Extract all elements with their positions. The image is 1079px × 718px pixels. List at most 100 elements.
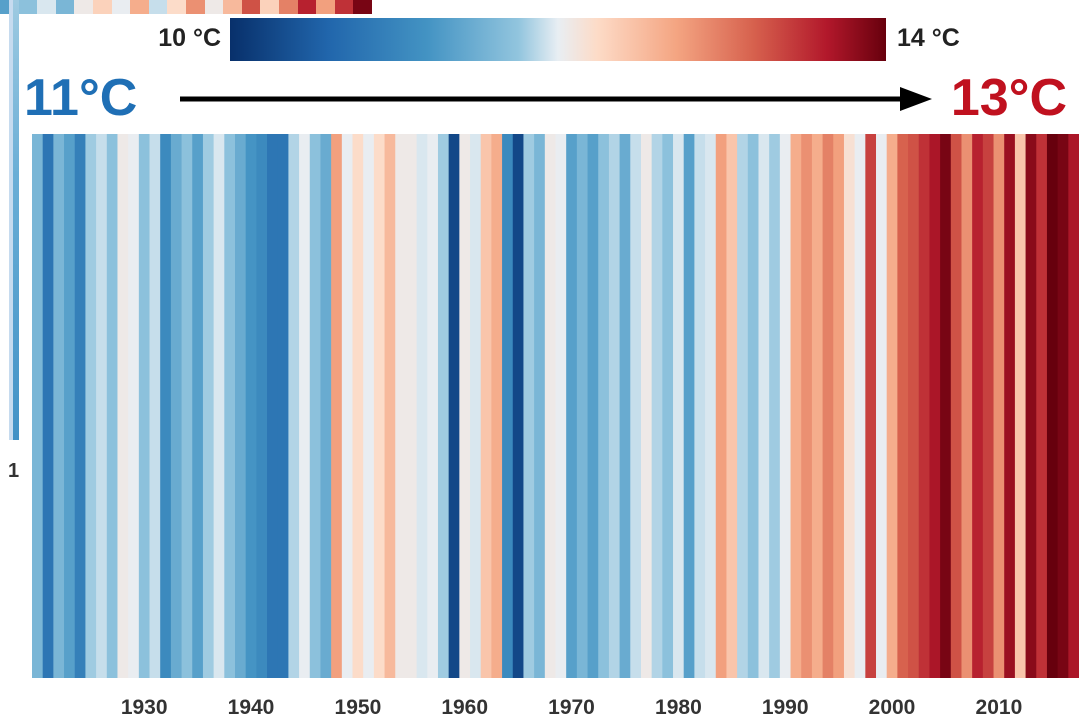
colorbar — [230, 18, 886, 61]
stripe-1943 — [277, 134, 289, 678]
stripe-1946 — [309, 134, 322, 678]
stripe-1937 — [213, 134, 225, 678]
stripe-1920 — [32, 134, 44, 678]
stripe-1971 — [576, 134, 589, 678]
stripe-2006 — [950, 134, 963, 678]
stripe-1998 — [865, 134, 877, 678]
x-tick-label: 1970 — [548, 696, 595, 718]
stripe-1940 — [245, 134, 257, 678]
stripe-1957 — [427, 134, 439, 678]
stripe-1927 — [106, 134, 119, 678]
stripe-1961 — [470, 134, 482, 678]
x-tick-label: 1930 — [121, 696, 168, 718]
stripe-1991 — [790, 134, 802, 678]
stripe-1976 — [630, 134, 642, 678]
stripe-1982 — [694, 134, 706, 678]
stripe-1939 — [234, 134, 247, 678]
x-tick-label: 1940 — [228, 696, 275, 718]
stripe-2008 — [972, 134, 984, 678]
stripe-1935 — [192, 134, 204, 678]
colorbar-min-label: 10 °C — [158, 24, 221, 52]
stripe-1947 — [320, 134, 332, 678]
stripe-2016 — [1057, 134, 1069, 678]
stripe-1990 — [779, 134, 792, 678]
stripe-1945 — [299, 134, 311, 678]
trend-arrow-icon — [180, 87, 932, 111]
stripe-1987 — [747, 134, 760, 678]
stripe-1941 — [256, 134, 268, 678]
stripe-1936 — [202, 134, 215, 678]
stripe-2015 — [1046, 134, 1059, 678]
stripe-1989 — [769, 134, 781, 678]
stripe-2010 — [993, 134, 1005, 678]
stripe-1983 — [705, 134, 717, 678]
stripe-2003 — [918, 134, 931, 678]
stripe-1999 — [876, 134, 888, 678]
end-temperature-label: 13°C — [950, 69, 1067, 127]
stripe-2004 — [929, 134, 941, 678]
stripe-1992 — [801, 134, 813, 678]
stripe-1923 — [64, 134, 76, 678]
stripe-1964 — [502, 134, 514, 678]
background-chart-edge — [9, 0, 19, 440]
stripe-2012 — [1014, 134, 1027, 678]
stripe-1958 — [437, 134, 450, 678]
stripe-2014 — [1036, 134, 1048, 678]
x-tick-label: 1960 — [441, 696, 488, 718]
stripe-1984 — [715, 134, 728, 678]
x-tick-label: 1990 — [762, 696, 809, 718]
stripe-1972 — [587, 134, 599, 678]
stripe-1968 — [544, 134, 557, 678]
stripe-1973 — [598, 134, 610, 678]
stripe-1922 — [53, 134, 65, 678]
stripe-1928 — [117, 134, 129, 678]
stripe-2011 — [1004, 134, 1016, 678]
stripe-2001 — [897, 134, 909, 678]
stripe-1960 — [459, 134, 471, 678]
stripe-1950 — [352, 134, 364, 678]
stripe-1997 — [854, 134, 866, 678]
x-tick-label: 2010 — [976, 696, 1023, 718]
stripe-1970 — [566, 134, 578, 678]
stripe-1985 — [726, 134, 738, 678]
stripe-1988 — [758, 134, 770, 678]
stripe-1930 — [138, 134, 151, 678]
stripe-1948 — [331, 134, 343, 678]
stripe-1931 — [149, 134, 161, 678]
stripe-1951 — [363, 134, 375, 678]
stripe-1994 — [822, 134, 834, 678]
stripe-2017 — [1068, 134, 1079, 678]
stripe-2002 — [908, 134, 920, 678]
stripe-1942 — [267, 134, 279, 678]
stripe-1979 — [662, 134, 674, 678]
x-tick-label: 1950 — [335, 696, 382, 718]
stripe-1949 — [341, 134, 354, 678]
stripe-1969 — [555, 134, 567, 678]
stripe-1967 — [534, 134, 546, 678]
background-axis-tick: 1 — [8, 460, 20, 482]
x-tick-label: 1980 — [655, 696, 702, 718]
stripe-1993 — [811, 134, 824, 678]
stripe-1981 — [683, 134, 695, 678]
stripe-1966 — [523, 134, 535, 678]
stripe-1963 — [491, 134, 503, 678]
stripe-1955 — [405, 134, 418, 678]
stripe-1924 — [74, 134, 87, 678]
stripe-1959 — [448, 134, 460, 678]
stripe-1975 — [619, 134, 631, 678]
start-temperature-label: 11°C — [24, 69, 138, 127]
stripe-1953 — [384, 134, 396, 678]
stripe-1926 — [96, 134, 108, 678]
stripe-1954 — [395, 134, 407, 678]
stripe-1956 — [416, 134, 428, 678]
stripe-1934 — [181, 134, 193, 678]
stripe-1933 — [170, 134, 183, 678]
stripe-1977 — [640, 134, 653, 678]
colorbar-max-label: 14 °C — [897, 24, 960, 52]
stripe-1925 — [85, 134, 97, 678]
warming-stripes-chart: 1930 1940 1950 1960 1970 1980 1990 2000 2010 — [32, 134, 1079, 718]
background-stripes-fragment — [0, 0, 372, 14]
stripe-1996 — [843, 134, 856, 678]
stripe-1962 — [480, 134, 492, 678]
stripe-1974 — [608, 134, 621, 678]
